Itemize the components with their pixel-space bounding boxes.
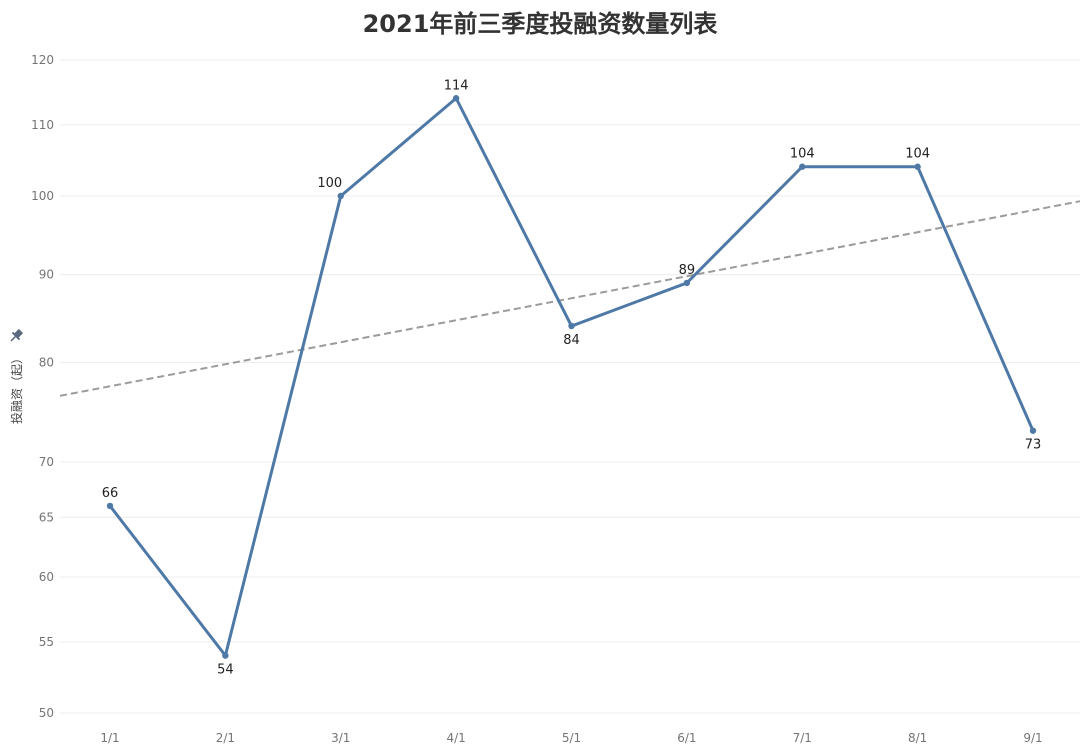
data-labels: 66 54 100 114 84 89 104 104 73 — [102, 78, 1042, 677]
data-label: 89 — [679, 263, 696, 278]
data-label: 84 — [563, 333, 580, 348]
data-point — [568, 322, 575, 330]
x-tick-label: 6/1 — [677, 731, 696, 745]
y-tick-label: 70 — [39, 455, 54, 469]
y-axis-label-group: 投融资（起） — [8, 328, 25, 424]
y-tick-label: 60 — [39, 570, 54, 584]
y-tick-label: 120 — [31, 53, 54, 67]
x-tick-label: 9/1 — [1023, 731, 1042, 745]
x-tick-label: 3/1 — [331, 731, 350, 745]
y-tick-label: 65 — [39, 510, 54, 524]
data-points — [106, 95, 1037, 659]
x-axis-ticks: 1/1 2/1 3/1 4/1 5/1 6/1 7/1 8/1 9/1 — [100, 731, 1042, 745]
y-tick-label: 110 — [31, 118, 54, 132]
data-point — [222, 652, 229, 659]
data-point — [799, 163, 806, 170]
gridlines — [60, 59, 1080, 714]
x-tick-label: 4/1 — [446, 731, 465, 745]
data-label: 54 — [217, 663, 234, 678]
trend-line — [59, 200, 1080, 397]
data-point — [1029, 427, 1037, 434]
x-tick-label: 1/1 — [100, 731, 119, 745]
chart-title: 2021年前三季度投融资数量列表 — [363, 10, 719, 38]
data-label: 66 — [102, 486, 119, 501]
y-axis-ticks: 50 55 60 65 70 80 90 100 110 120 — [31, 53, 54, 720]
y-axis-title: 投融资（起） — [9, 352, 24, 424]
data-point — [106, 502, 114, 510]
series-line — [108, 96, 1035, 658]
data-label: 104 — [905, 147, 930, 162]
data-point — [337, 192, 344, 200]
data-label: 104 — [790, 147, 815, 162]
x-tick-label: 5/1 — [562, 731, 581, 745]
data-point — [683, 279, 691, 287]
pin-icon[interactable] — [8, 328, 25, 345]
y-tick-label: 50 — [39, 706, 54, 720]
data-label: 114 — [444, 78, 469, 93]
y-tick-label: 100 — [31, 189, 54, 203]
data-point — [452, 95, 460, 102]
data-label: 100 — [317, 176, 342, 191]
y-tick-label: 55 — [39, 635, 54, 649]
data-point — [914, 163, 921, 170]
x-tick-label: 2/1 — [216, 731, 235, 745]
data-label: 73 — [1025, 438, 1042, 453]
y-tick-label: 80 — [39, 355, 54, 369]
x-tick-label: 8/1 — [908, 731, 927, 745]
y-tick-label: 90 — [39, 268, 54, 282]
x-tick-label: 7/1 — [793, 731, 812, 745]
